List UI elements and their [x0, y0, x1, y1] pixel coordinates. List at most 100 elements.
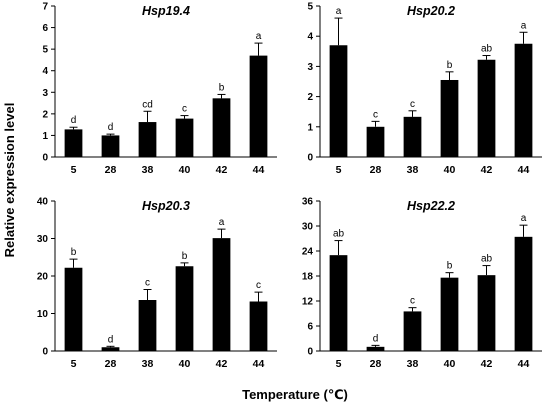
significance-label: a	[521, 20, 527, 31]
error-bar-5	[334, 240, 343, 256]
significance-label: cd	[142, 99, 153, 110]
error-bar-40	[180, 115, 189, 119]
bar-42	[477, 275, 496, 351]
y-tick-label: 5	[42, 45, 48, 56]
y-tick-label: 7	[42, 2, 48, 13]
error-bar-38	[143, 289, 152, 300]
error-bar-42	[482, 265, 491, 276]
error-bar-28	[371, 120, 380, 127]
panel-hsp22-2: 0 6 12 18 24 30 36 ab 5 d 28 c 38 b 40 ab 42 a 44 Hsp22.2	[302, 197, 542, 370]
bar-42	[477, 59, 496, 158]
significance-label: d	[373, 333, 379, 344]
y-tick-label: 18	[302, 272, 314, 283]
significance-label: c	[373, 109, 378, 120]
significance-label: b	[447, 60, 453, 71]
panel-title: Hsp22.2	[407, 199, 455, 213]
y-tick-label: 24	[302, 247, 314, 258]
x-tick-label: 38	[407, 358, 419, 370]
x-tick-label: 28	[370, 358, 382, 370]
error-bar-38	[408, 110, 417, 117]
bar-44	[249, 301, 268, 351]
x-tick-label: 44	[253, 358, 265, 370]
y-tick-label: 3	[307, 62, 313, 73]
significance-label: b	[71, 247, 77, 258]
error-bar-28	[371, 344, 380, 347]
y-tick-label: 6	[42, 23, 48, 34]
y-tick-label: 36	[302, 197, 314, 208]
x-tick-label: 5	[336, 164, 342, 176]
x-tick-label: 5	[71, 358, 77, 370]
y-tick-label: 1	[307, 122, 313, 133]
y-tick-label: 2	[307, 92, 313, 103]
error-bar-38	[143, 110, 152, 123]
x-tick-label: 28	[370, 164, 382, 176]
x-tick-label: 40	[444, 358, 456, 370]
error-bar-28	[106, 133, 115, 136]
panel-hsp20-2: 0 1 2 3 4 5 a 5 c 28 c 38 b 40 ab 42 a 44 Hsp20.2	[307, 2, 542, 176]
error-bar-44	[254, 42, 263, 56]
y-tick-label: 30	[302, 222, 314, 233]
significance-label: d	[71, 115, 77, 126]
bar-28	[101, 135, 120, 157]
significance-label: c	[410, 99, 415, 110]
bar-40	[440, 277, 459, 351]
significance-label: a	[219, 217, 225, 228]
error-bar-40	[445, 71, 454, 80]
bar-5	[64, 129, 83, 157]
x-tick-label: 28	[105, 164, 117, 176]
x-tick-label: 42	[481, 164, 493, 176]
significance-label: b	[219, 82, 225, 93]
x-tick-label: 44	[518, 164, 530, 176]
x-tick-label: 28	[105, 358, 117, 370]
significance-label: d	[108, 122, 114, 133]
error-bar-40	[445, 272, 454, 278]
bar-44	[514, 43, 533, 157]
y-tick-label: 20	[37, 272, 49, 283]
bar-38	[138, 300, 157, 351]
y-tick-label: 40	[37, 197, 49, 208]
significance-label: c	[256, 280, 261, 291]
panel-title: Hsp19.4	[142, 4, 190, 18]
y-tick-label: 2	[42, 109, 48, 120]
y-tick-label: 6	[307, 322, 313, 333]
error-bar-5	[69, 258, 78, 268]
bar-28	[101, 347, 120, 351]
panel-title: Hsp20.3	[142, 199, 190, 213]
significance-label: d	[108, 334, 114, 345]
error-bar-44	[519, 31, 528, 44]
significance-label: c	[410, 296, 415, 307]
significance-label: ab	[481, 44, 493, 55]
bar-28	[366, 346, 385, 351]
error-bar-38	[408, 307, 417, 312]
y-tick-label: 3	[42, 88, 48, 99]
significance-label: b	[447, 261, 453, 272]
y-tick-label: 4	[307, 32, 313, 43]
significance-label: c	[182, 104, 187, 115]
error-bar-40	[180, 262, 189, 267]
x-tick-label: 38	[407, 164, 419, 176]
x-tick-label: 5	[336, 358, 342, 370]
significance-label: a	[521, 213, 527, 224]
x-tick-label: 42	[216, 358, 228, 370]
error-bar-5	[334, 17, 343, 46]
bar-44	[514, 236, 533, 351]
error-bar-28	[106, 345, 115, 348]
bar-40	[175, 266, 194, 351]
bar-42	[212, 238, 231, 351]
y-tick-label: 0	[42, 347, 48, 358]
x-tick-label: 40	[179, 358, 191, 370]
y-tick-label: 0	[42, 153, 48, 164]
bar-40	[175, 118, 194, 157]
x-tick-label: 38	[142, 164, 154, 176]
y-axis-title: Relative expression level	[2, 103, 17, 258]
significance-label: a	[336, 6, 342, 17]
panel-hsp19-4: 0 1 2 3 4 5 6 7 d 5 d 28 cd 38 c 40 b 42 a 44 Hsp19.4	[42, 2, 277, 176]
bar-42	[212, 98, 231, 157]
x-tick-label: 38	[142, 358, 154, 370]
bar-38	[403, 311, 422, 351]
significance-label: b	[182, 251, 188, 262]
error-bar-5	[69, 126, 78, 130]
significance-label: ab	[481, 254, 493, 265]
y-tick-label: 1	[42, 131, 48, 142]
